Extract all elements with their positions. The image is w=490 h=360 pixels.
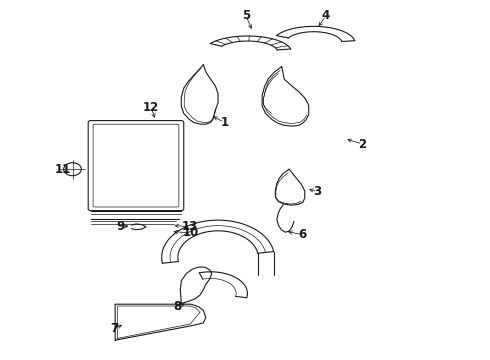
Text: 7: 7 [110,322,118,335]
Text: 13: 13 [182,220,198,233]
Text: 6: 6 [299,228,307,241]
Text: 10: 10 [183,226,199,239]
Text: 2: 2 [359,138,367,150]
Text: 9: 9 [117,220,124,233]
Text: 12: 12 [143,101,159,114]
Text: 8: 8 [173,300,181,313]
Text: 5: 5 [242,9,250,22]
Text: 3: 3 [314,185,321,198]
Text: 4: 4 [322,9,330,22]
Text: 1: 1 [220,116,228,129]
Text: 11: 11 [54,163,71,176]
